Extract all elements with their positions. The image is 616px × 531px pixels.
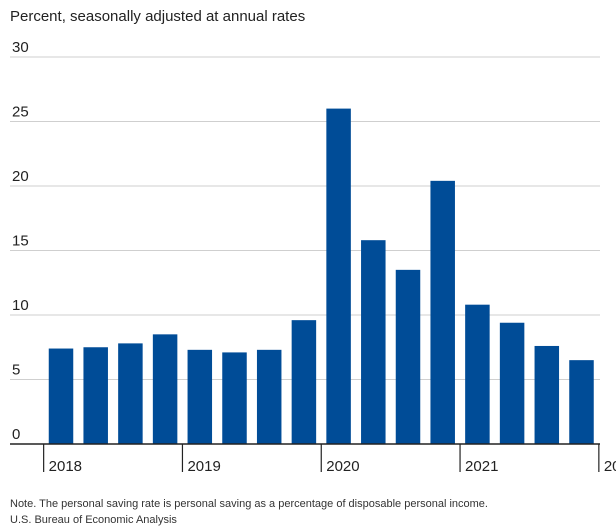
y-tick-label: 0 [12,426,20,443]
y-tick-label: 5 [12,362,20,379]
source-text: U.S. Bureau of Economic Analysis [10,514,177,526]
bar-2019-q1 [187,349,213,444]
bar-2021-q3 [534,345,560,444]
x-tick-label: 2021 [465,458,498,475]
x-tick-label: 2018 [49,458,82,475]
note-text: Note. The personal saving rate is person… [10,498,488,510]
bar-2021-q1 [465,304,490,444]
y-tick-label: 20 [12,168,29,185]
bar-2018-q2 [83,347,108,444]
bar-2018-q3 [118,343,143,444]
y-tick-label: 30 [12,39,29,56]
y-tick-labels: 0 5 10 15 20 25 30 [12,39,29,443]
bar-2020-q4 [430,180,455,444]
bar-2020-q3 [395,269,421,444]
bars [48,108,594,444]
y-tick-label: 10 [12,297,29,314]
y-axis-label: Percent, seasonally adjusted at annual r… [10,8,306,25]
x-axis [10,443,600,472]
bar-2018-q1 [48,348,74,444]
bar-2020-q1 [326,108,351,444]
x-tick-label: 2020 [326,458,359,475]
y-tick-label: 15 [12,233,29,250]
x-tick-label: 2022 [604,458,616,475]
bar-2020-q2 [361,240,386,444]
x-tick-label: 2019 [187,458,220,475]
y-tick-label: 25 [12,104,29,121]
bar-2018-q4 [152,334,178,444]
bar-2019-q2 [222,352,247,444]
bar-2021-q2 [499,322,525,444]
bar-2019-q4 [291,320,317,444]
x-tick-labels: 2018 2019 2020 2021 2022 [49,458,616,475]
chart-note: Note. The personal saving rate is person… [10,496,488,528]
bar-2021-q4 [569,360,594,444]
bar-2019-q3 [256,349,282,444]
